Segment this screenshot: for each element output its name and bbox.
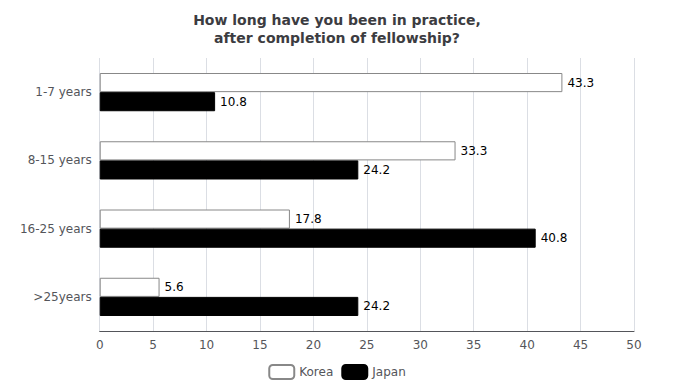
svg-text:25: 25: [359, 338, 374, 352]
svg-text:50: 50: [626, 338, 641, 352]
svg-text:16-25 years: 16-25 years: [20, 222, 92, 236]
svg-text:5.6: 5.6: [165, 280, 184, 294]
svg-text:45: 45: [573, 338, 588, 352]
svg-text:1-7 years: 1-7 years: [35, 85, 91, 99]
svg-text:8-15 years: 8-15 years: [28, 153, 92, 167]
svg-text:43.3: 43.3: [567, 76, 594, 90]
svg-text:15: 15: [252, 338, 267, 352]
svg-text:40.8: 40.8: [541, 231, 568, 245]
svg-text:17.8: 17.8: [295, 212, 322, 226]
svg-text:33.3: 33.3: [461, 144, 488, 158]
svg-text:24.2: 24.2: [363, 299, 390, 313]
svg-text:35: 35: [466, 338, 481, 352]
svg-text:24.2: 24.2: [363, 163, 390, 177]
svg-text:Japan: Japan: [371, 365, 405, 379]
svg-text:30: 30: [413, 338, 428, 352]
svg-text:How long have you been in prac: How long have you been in practice,: [193, 12, 481, 28]
svg-text:after completion of fellowship: after completion of fellowship?: [214, 30, 460, 46]
svg-text:>25years: >25years: [33, 290, 91, 304]
svg-text:10.8: 10.8: [220, 95, 247, 109]
svg-text:5: 5: [149, 338, 157, 352]
svg-text:10: 10: [199, 338, 214, 352]
svg-text:20: 20: [306, 338, 321, 352]
svg-text:0: 0: [96, 338, 104, 352]
svg-text:Korea: Korea: [299, 365, 333, 379]
svg-text:40: 40: [520, 338, 535, 352]
